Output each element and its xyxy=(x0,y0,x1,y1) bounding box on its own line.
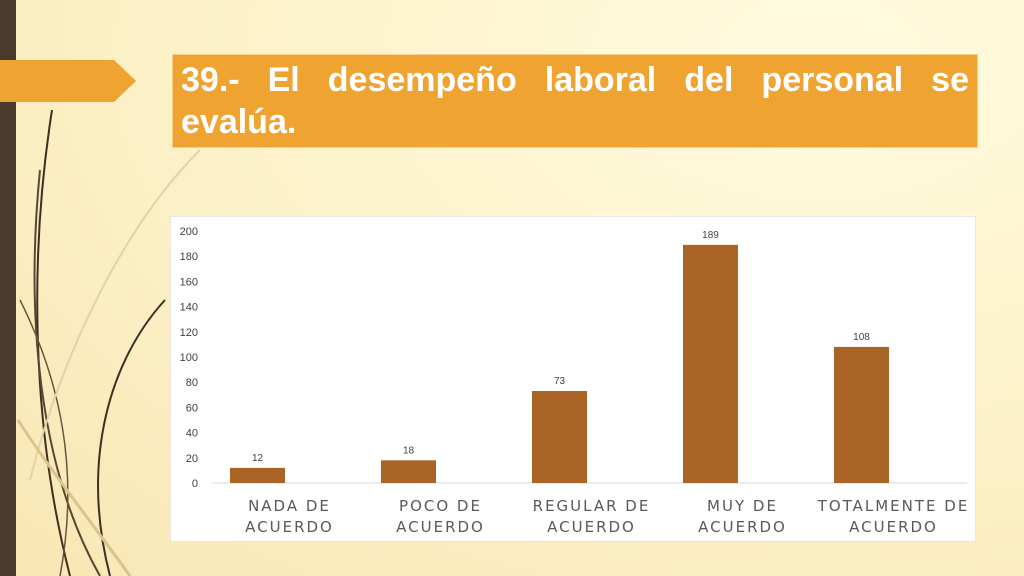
x-category-label: NADA DE xyxy=(248,497,331,515)
y-tick-label: 20 xyxy=(186,453,198,465)
slide-title: 39.- El desempeño laboral del personal s… xyxy=(181,61,969,141)
x-category-label: ACUERDO xyxy=(698,518,787,536)
bar-value-label: 73 xyxy=(554,376,566,387)
y-tick-label: 180 xyxy=(180,251,198,263)
bar-value-label: 18 xyxy=(403,445,415,456)
x-category-label: TOTALMENTE DE xyxy=(817,497,970,515)
bars xyxy=(230,244,889,483)
bar-value-label: 108 xyxy=(853,332,870,343)
title-arrow-tab xyxy=(0,60,136,102)
data-labels: 12 18 73 189 108 xyxy=(252,230,870,464)
y-tick-label: 0 xyxy=(192,478,198,490)
left-accent-bar xyxy=(0,0,16,576)
y-tick-label: 160 xyxy=(180,276,198,288)
x-category-label: ACUERDO xyxy=(849,518,938,536)
y-tick-label: 40 xyxy=(186,428,198,440)
x-category-label: REGULAR DE xyxy=(533,497,651,515)
bar-value-label: 12 xyxy=(252,453,264,464)
y-tick-label: 200 xyxy=(180,226,198,238)
chart-panel: 0 20 40 60 80 100 120 140 160 180 200 12 18 73 189 108… xyxy=(170,216,976,542)
x-category-label: ACUERDO xyxy=(245,518,334,536)
x-category-label: ACUERDO xyxy=(547,518,636,536)
y-tick-label: 80 xyxy=(186,377,198,389)
bar xyxy=(532,391,587,483)
bar xyxy=(834,346,889,483)
bar xyxy=(381,460,436,483)
y-tick-label: 60 xyxy=(186,402,198,414)
y-tick-label: 140 xyxy=(180,302,198,314)
x-category-label: ACUERDO xyxy=(396,518,485,536)
x-category-label: POCO DE xyxy=(399,497,482,515)
x-category-label: MUY DE xyxy=(707,497,778,515)
bar xyxy=(683,244,738,483)
title-banner: 39.- El desempeño laboral del personal s… xyxy=(172,54,978,148)
y-axis: 0 20 40 60 80 100 120 140 160 180 200 xyxy=(180,226,967,490)
x-axis: NADA DE ACUERDO POCO DE ACUERDO REGULAR DE AC… xyxy=(245,497,970,536)
y-tick-label: 120 xyxy=(180,327,198,339)
bar xyxy=(230,467,285,483)
bar-value-label: 189 xyxy=(702,230,719,241)
y-tick-label: 100 xyxy=(180,352,198,364)
bar-chart: 0 20 40 60 80 100 120 140 160 180 200 12 18 73 189 108… xyxy=(180,226,970,536)
